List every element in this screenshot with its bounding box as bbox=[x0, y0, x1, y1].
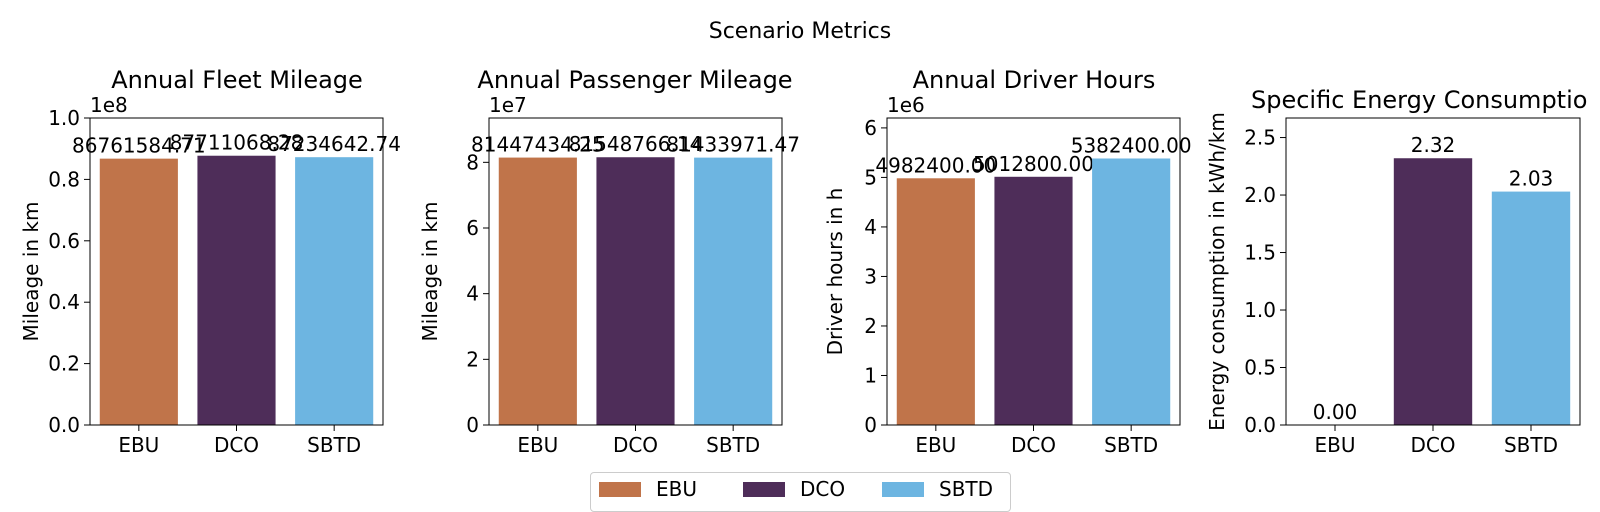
y-offset-text: 1e6 bbox=[887, 93, 925, 117]
y-axis-label: Driver hours in h bbox=[823, 188, 847, 356]
y-tick-label: 8 bbox=[466, 150, 479, 174]
y-tick-label: 2 bbox=[466, 347, 479, 371]
value-label: 4982400.00 bbox=[875, 153, 996, 177]
x-tick-label: DCO bbox=[214, 433, 259, 457]
bar-sbtd bbox=[295, 157, 374, 426]
y-tick-label: 0.0 bbox=[48, 413, 80, 437]
subplot-title: Specific Energy Consumptio bbox=[1251, 86, 1587, 114]
bar-ebu bbox=[896, 178, 975, 425]
y-tick-label: 2.5 bbox=[1244, 126, 1276, 150]
x-tick-label: EBU bbox=[118, 433, 159, 457]
subplot-2: 81447434.25 EBU 81548766.14 DCO 81433971.47 S… bbox=[418, 66, 800, 457]
y-tick-label: 4 bbox=[864, 215, 877, 239]
y-tick-label: 4 bbox=[466, 282, 479, 306]
x-tick-label: DCO bbox=[1011, 433, 1056, 457]
x-tick-label: EBU bbox=[915, 433, 956, 457]
subplot-title: Annual Driver Hours bbox=[913, 66, 1156, 94]
y-tick-label: 1.0 bbox=[48, 106, 80, 130]
x-tick-label: DCO bbox=[613, 433, 658, 457]
value-label: 87234642.74 bbox=[267, 132, 401, 156]
y-tick-label: 0.2 bbox=[48, 352, 80, 376]
y-tick-label: 0 bbox=[466, 413, 479, 437]
bar-ebu bbox=[99, 158, 178, 425]
bar-dco bbox=[596, 157, 675, 425]
value-label: 2.32 bbox=[1411, 133, 1456, 157]
x-tick-label: SBTD bbox=[706, 433, 760, 457]
y-tick-label: 1 bbox=[864, 363, 877, 387]
subplot-title: Annual Fleet Mileage bbox=[111, 66, 363, 94]
y-tick-label: 0 bbox=[864, 413, 877, 437]
value-label: 81433971.47 bbox=[666, 133, 800, 157]
value-label: 87711068.28 bbox=[170, 131, 304, 155]
y-tick-label: 2.0 bbox=[1244, 183, 1276, 207]
subplot-title: Annual Passenger Mileage bbox=[477, 66, 792, 94]
y-tick-label: 1.0 bbox=[1244, 298, 1276, 322]
legend-swatch-ebu bbox=[599, 482, 641, 497]
axes-frame bbox=[1285, 117, 1581, 426]
subplot-1: 86761584.71 EBU 87711068.28 DCO 87234642.74 S… bbox=[19, 66, 401, 457]
bar-sbtd bbox=[694, 157, 773, 426]
y-tick-label: 0.8 bbox=[48, 167, 80, 191]
y-tick-label: 3 bbox=[864, 264, 877, 288]
legend-swatch-sbtd bbox=[882, 482, 924, 497]
y-tick-label: 0.6 bbox=[48, 229, 80, 253]
x-tick-label: SBTD bbox=[1504, 433, 1558, 457]
bar-sbtd bbox=[1491, 191, 1571, 425]
legend-label-dco: DCO bbox=[800, 477, 846, 501]
bar-dco bbox=[994, 176, 1073, 425]
y-offset-text: 1e7 bbox=[489, 93, 527, 117]
y-tick-label: 5 bbox=[864, 165, 877, 189]
y-axis-label: Mileage in km bbox=[19, 202, 43, 342]
value-label: 81548766.14 bbox=[569, 132, 703, 156]
y-tick-label: 0.0 bbox=[1244, 413, 1276, 437]
bar-dco bbox=[197, 155, 276, 425]
chart-figure: 86761584.71 EBU 87711068.28 DCO 87234642.74 S… bbox=[19, 66, 1587, 457]
bar-dco bbox=[1393, 158, 1473, 425]
y-tick-label: 2 bbox=[864, 314, 877, 338]
y-axis-label: Mileage in km bbox=[418, 202, 442, 342]
legend: EBU DCO SBTD bbox=[590, 472, 1011, 512]
x-tick-label: EBU bbox=[517, 433, 558, 457]
legend-swatch-dco bbox=[743, 482, 785, 497]
value-label: 2.03 bbox=[1509, 167, 1554, 191]
y-tick-label: 6 bbox=[864, 116, 877, 140]
y-tick-label: 6 bbox=[466, 216, 479, 240]
legend-label-sbtd: SBTD bbox=[939, 477, 994, 501]
value-label: 5382400.00 bbox=[1071, 133, 1192, 157]
x-tick-label: SBTD bbox=[307, 433, 361, 457]
y-axis-label: Energy consumption in kWh/km bbox=[1205, 112, 1229, 431]
value-label: 5012800.00 bbox=[973, 152, 1094, 176]
bar-ebu bbox=[498, 157, 577, 425]
x-tick-label: EBU bbox=[1315, 433, 1356, 457]
subplot-3: 4982400.00 EBU 5012800.00 DCO 5382400.00 SBTD… bbox=[823, 66, 1192, 457]
axes-frame bbox=[89, 117, 384, 426]
legend-label-ebu: EBU bbox=[656, 477, 697, 501]
axes-frame bbox=[886, 117, 1181, 426]
value-label: 0.00 bbox=[1313, 400, 1358, 424]
value-label: 81447434.25 bbox=[471, 133, 605, 157]
x-tick-label: DCO bbox=[1410, 433, 1455, 457]
axes-frame bbox=[488, 117, 783, 426]
figure-title: Scenario Metrics bbox=[708, 19, 892, 44]
y-offset-text: 1e8 bbox=[90, 93, 128, 117]
subplot-4: 0.00 EBU 2.32 DCO 2.03 SBTD 0.0 0.5 1.0 1.5 2.0 2.5… bbox=[1205, 86, 1587, 457]
x-tick-label: SBTD bbox=[1104, 433, 1158, 457]
value-label: 86761584.71 bbox=[72, 134, 206, 158]
bar-sbtd bbox=[1092, 158, 1171, 426]
y-tick-label: 1.5 bbox=[1244, 241, 1276, 265]
y-tick-label: 0.4 bbox=[48, 290, 80, 314]
y-tick-label: 0.5 bbox=[1244, 356, 1276, 380]
